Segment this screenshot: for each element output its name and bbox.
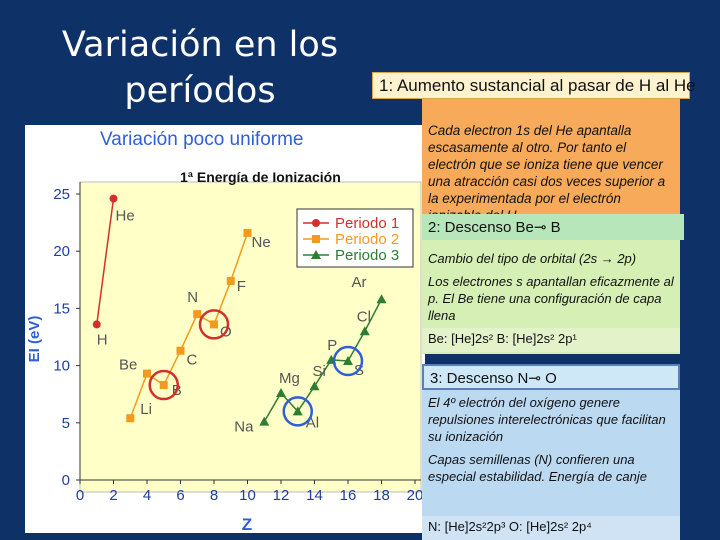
- point-label: F: [237, 278, 246, 295]
- note-1-heading: 1: Aumento sustancial al pasar de H al H…: [372, 72, 696, 99]
- data-point: [159, 381, 168, 390]
- y-tick-label: 20: [53, 243, 70, 260]
- point-label: Si: [313, 363, 326, 380]
- slide-title: Variación en los períodos: [40, 22, 360, 114]
- data-point: [292, 406, 303, 416]
- point-label: He: [116, 208, 135, 225]
- note-2-orbital-change: Cambio del tipo de orbital (2s → 2p): [428, 250, 674, 267]
- point-label: N: [187, 289, 198, 306]
- x-tick-label: 0: [76, 487, 84, 504]
- data-point: [259, 416, 270, 426]
- notes-panel: Cada electron 1s del He apantalla escasa…: [372, 72, 696, 540]
- point-label: H: [97, 331, 108, 348]
- legend-label: Periodo 3: [335, 247, 399, 264]
- series-line-1: [96, 198, 115, 325]
- chart-heading: Variación poco uniforme: [100, 129, 303, 150]
- arrow-icon: ⊸: [533, 219, 547, 236]
- point-label: Mg: [279, 370, 300, 387]
- point-label: Ne: [252, 234, 271, 251]
- data-point: [126, 414, 135, 423]
- y-tick-label: 25: [53, 186, 70, 203]
- note-2-orbital-text-end: 2p): [613, 251, 637, 266]
- y-axis-label: EI (eV): [26, 316, 43, 363]
- arrow-icon: →: [600, 251, 614, 266]
- note-2-shielding: Los electrones s apantallan eficazmente …: [428, 274, 674, 323]
- x-tick-label: 4: [143, 487, 151, 504]
- data-point: [276, 388, 286, 398]
- note-2-heading: 2: Descenso Be⊸ B: [422, 214, 684, 240]
- note-3-repulsion: El 4º electrón del oxígeno genere repuls…: [428, 395, 666, 444]
- data-point: [92, 320, 101, 329]
- y-tick-label: 15: [53, 300, 70, 317]
- y-tick-label: 0: [62, 472, 70, 489]
- highlight-circle: [198, 309, 230, 340]
- slide-title-line-2: períodos: [124, 71, 276, 111]
- data-point: [376, 294, 387, 304]
- x-axis-label: Z: [242, 515, 252, 533]
- y-tick-label: 10: [53, 358, 70, 375]
- data-point: [193, 310, 202, 319]
- data-point: [243, 228, 252, 237]
- arrow-icon: ⊸: [528, 370, 541, 387]
- data-point: [343, 356, 353, 366]
- data-point: [309, 381, 320, 391]
- chart-panel: Variación poco uniforme 1ª Energía de Ion…: [25, 125, 425, 533]
- legend-marker: [312, 235, 320, 243]
- data-point: [143, 369, 151, 378]
- legend-marker: [312, 219, 320, 227]
- x-tick-label: 12: [273, 487, 290, 504]
- note-2-configuration: Be: [He]2s² B: [He]2s² 2p¹: [422, 328, 680, 352]
- ionization-energy-chart: Variación poco uniforme 1ª Energía de Ion…: [26, 129, 424, 533]
- highlight-circle: [282, 396, 313, 427]
- note-3-heading-text: 3: Descenso N: [430, 370, 529, 387]
- point-label: Na: [234, 419, 254, 436]
- legend-label: Periodo 1: [335, 215, 399, 232]
- x-tick-label: 10: [239, 487, 256, 504]
- note-1-text: Cada electron 1s del He apantalla escasa…: [428, 123, 666, 223]
- data-point: [176, 346, 185, 355]
- data-point: [109, 194, 118, 203]
- note-2-heading-text: 2: Descenso Be: [428, 219, 534, 236]
- legend-marker: [311, 250, 321, 259]
- x-tick-label: 6: [176, 487, 184, 504]
- note-2-orbital-text: Cambio del tipo de orbital (2s: [428, 251, 601, 266]
- slide-title-line-1: Variación en los: [61, 25, 339, 65]
- point-label: Ar: [352, 274, 367, 291]
- note-3-heading: 3: Descenso N⊸ O: [422, 364, 680, 390]
- x-tick-label: 14: [306, 487, 323, 504]
- note-3-stability: Capas semillenas (N) confieren una espec…: [428, 452, 647, 484]
- data-point: [210, 320, 218, 329]
- data-point: [226, 276, 235, 285]
- point-label: P: [327, 337, 337, 354]
- highlight-circle: [332, 345, 364, 377]
- x-tick-label: 16: [340, 487, 357, 504]
- highlight-circle: [148, 369, 179, 401]
- point-label: Cl: [357, 308, 371, 325]
- x-tick-label: 18: [373, 487, 390, 504]
- note-3-heading-end: O: [540, 370, 557, 387]
- data-point: [359, 326, 370, 336]
- y-tick-label: 5: [62, 415, 70, 432]
- point-label: C: [187, 352, 198, 369]
- x-tick-label: 2: [109, 487, 117, 504]
- note-2-heading-end: B: [546, 219, 561, 236]
- chart-title: 1ª Energía de Ionización: [180, 169, 341, 185]
- x-tick-label: 20: [407, 487, 424, 504]
- note-3-body: El 4º electrón del oxígeno genere repuls…: [422, 390, 680, 540]
- legend-label: Periodo 2: [335, 231, 399, 248]
- point-label: Be: [119, 357, 137, 374]
- point-label: Li: [140, 401, 152, 418]
- note-3-configuration: N: [He]2s²2p³ O: [He]2s² 2p⁴: [422, 516, 680, 540]
- x-tick-label: 8: [210, 487, 218, 504]
